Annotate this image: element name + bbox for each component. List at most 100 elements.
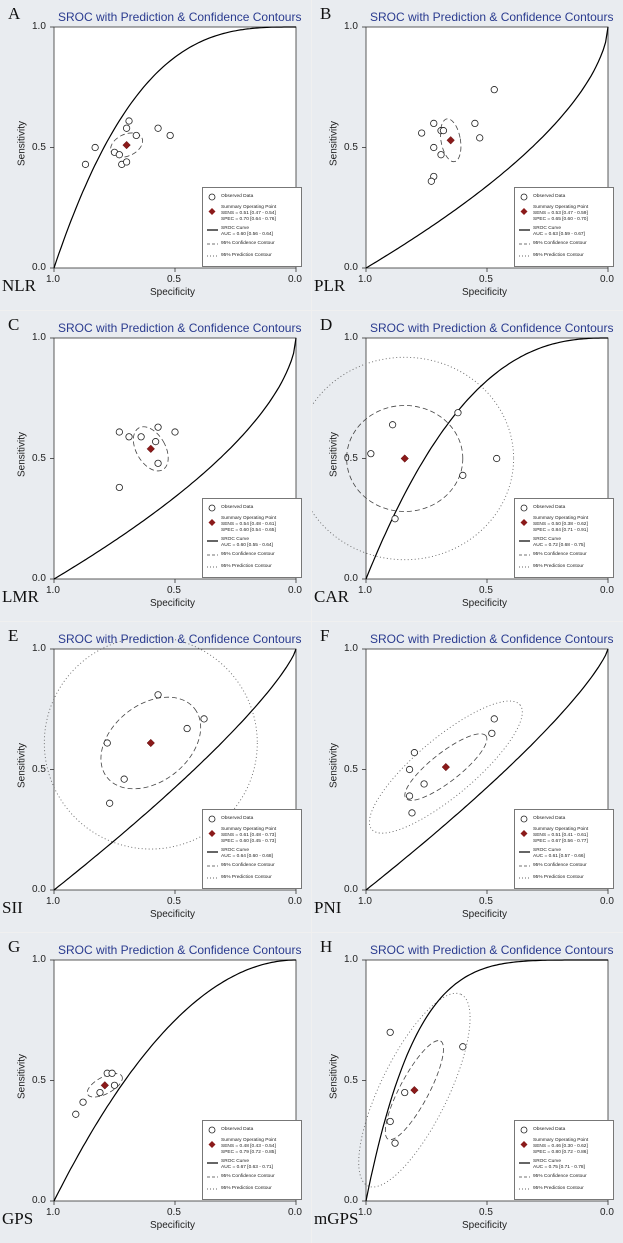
legend-observed-symbol <box>208 504 216 512</box>
summary-point <box>410 1085 419 1095</box>
y-tick-label: 0.5 <box>344 452 358 464</box>
observed-point <box>137 433 145 441</box>
legend-observed: Observed Data <box>533 505 566 510</box>
confidence-contour <box>100 696 202 790</box>
observed-point <box>430 119 438 128</box>
prediction-contour <box>368 700 523 834</box>
legend-box: Observed Data Summary Operating Point SENS… <box>514 187 614 267</box>
legend-prediction: 95% Prediction Contour <box>221 1186 272 1191</box>
observed-point <box>386 1028 394 1036</box>
y-tick-label: 1.0 <box>344 21 358 32</box>
x-tick-label: 0.0 <box>288 1207 302 1218</box>
legend-confidence: 95% Confidence Contour <box>221 863 275 868</box>
legend-summary-symbol <box>520 519 528 526</box>
x-tick-label: 1.0 <box>358 585 372 596</box>
y-tick-label: 0.5 <box>32 763 46 775</box>
panel-marker-label: NLR <box>2 276 36 295</box>
observed-point <box>405 765 414 774</box>
x-tick-label: 0.0 <box>288 274 302 285</box>
panel-marker-label: GPS <box>2 1209 34 1228</box>
legend-observed: Observed Data <box>533 194 566 199</box>
legend-summary-symbol <box>520 208 528 215</box>
legend-auc: AUC = 0.63 [0.59 - 0.67] <box>533 232 585 237</box>
legend-box: Observed Data Summary Operating Point SENS… <box>514 1120 614 1200</box>
chart-panel: G GPS SROC with Prediction & Confidence Co… <box>0 933 311 1243</box>
legend-sens: SENS = 0.54 [0.48 - 0.61] <box>221 522 276 527</box>
x-tick-label: 1.0 <box>46 585 60 596</box>
legend-sens: SENS = 0.61 [0.48 - 0.73] <box>221 833 276 838</box>
y-tick-label: 0.0 <box>344 1195 358 1206</box>
y-tick-label: 1.0 <box>344 332 358 343</box>
y-tick-label: 1.0 <box>32 643 46 654</box>
chart-panel: B PLR SROC with Prediction & Confidence Co… <box>312 0 623 310</box>
x-axis-label: Specificity <box>462 909 508 920</box>
confidence-contour <box>440 118 462 163</box>
x-tick-label: 0.0 <box>600 274 614 285</box>
observed-point <box>96 1088 104 1097</box>
x-axis-label: Specificity <box>462 598 508 609</box>
panel-letter: E <box>8 626 19 645</box>
observed-point <box>154 124 162 132</box>
legend-summary-title: Summary Operating Point <box>221 516 277 521</box>
x-axis-label: Specificity <box>150 287 196 298</box>
observed-point <box>391 515 399 523</box>
legend-prediction: 95% Prediction Contour <box>221 875 272 880</box>
y-tick-label: 0.5 <box>32 141 46 153</box>
legend-sens: SENS = 0.46 [0.30 - 0.62] <box>533 1144 588 1149</box>
summary-point <box>100 1081 109 1090</box>
legend-box: Observed Data Summary Operating Point SENS… <box>514 498 614 578</box>
legend-box: Observed Data Summary Operating Point SENS… <box>202 809 302 889</box>
legend-observed-symbol <box>520 1126 528 1134</box>
chart-panel: A NLR SROC with Prediction & Confidence Co… <box>0 0 311 310</box>
summary-point <box>146 738 155 748</box>
chart-title: SROC with Prediction & Confidence Contou… <box>370 10 614 24</box>
observed-point <box>106 799 114 807</box>
observed-point <box>115 151 123 159</box>
x-tick-label: 0.5 <box>479 585 493 596</box>
legend-auc: AUC = 0.67 [0.63 - 0.71] <box>221 1165 273 1170</box>
chart-panel: E SII SROC with Prediction & Confidence Co… <box>0 622 311 932</box>
observed-point <box>410 749 419 757</box>
panel-marker-label: CAR <box>314 587 349 606</box>
panel-marker-label: SII <box>2 898 23 917</box>
x-tick-label: 1.0 <box>358 274 372 285</box>
legend-observed-symbol <box>520 815 528 823</box>
y-tick-label: 0.0 <box>344 573 358 584</box>
sroc-curve <box>365 26 609 269</box>
panel-marker-label: PNI <box>314 898 342 917</box>
legend-prediction: 95% Prediction Contour <box>221 564 272 569</box>
legend-auc: AUC = 0.75 [0.71 - 0.78] <box>533 1165 585 1170</box>
observed-point <box>72 1110 80 1118</box>
x-tick-label: 1.0 <box>46 274 60 285</box>
legend-spec: SPEC = 0.79 [0.72 - 0.85] <box>221 1150 276 1155</box>
y-axis-label: Sensitivity <box>16 743 28 789</box>
observed-point <box>115 428 123 436</box>
legend-confidence: 95% Confidence Contour <box>533 863 587 868</box>
legend-symbols <box>207 193 218 257</box>
observed-point <box>427 177 435 185</box>
confidence-contour <box>346 405 464 512</box>
x-tick-label: 0.5 <box>167 896 181 907</box>
legend-observed-symbol <box>208 1126 216 1134</box>
panel-marker-label: mGPS <box>314 1209 359 1228</box>
x-axis-label: Specificity <box>150 909 196 920</box>
y-tick-label: 0.0 <box>32 1195 46 1206</box>
prediction-contour <box>312 356 515 561</box>
legend-spec: SPEC = 0.60 [0.54 - 0.65] <box>221 528 276 533</box>
legend-summary-title: Summary Operating Point <box>533 205 589 210</box>
chart-svg <box>50 26 297 272</box>
legend-confidence: 95% Confidence Contour <box>221 1174 275 1179</box>
observed-point <box>110 1081 119 1089</box>
observed-point <box>200 715 208 723</box>
legend-prediction: 95% Prediction Contour <box>533 1186 584 1191</box>
legend-symbols <box>519 1126 530 1190</box>
legend-sroc-title: SROC Curve <box>533 1159 561 1164</box>
observed-point <box>123 158 131 166</box>
legend-observed: Observed Data <box>533 1127 566 1132</box>
observed-point <box>166 131 174 140</box>
legend-spec: SPEC = 0.80 [0.72 - 0.86] <box>533 1150 588 1155</box>
x-tick-label: 0.5 <box>167 585 181 596</box>
legend-sens: SENS = 0.48 [0.43 - 0.54] <box>221 1144 276 1149</box>
legend-sroc-title: SROC Curve <box>221 1159 249 1164</box>
y-tick-label: 1.0 <box>32 954 46 965</box>
